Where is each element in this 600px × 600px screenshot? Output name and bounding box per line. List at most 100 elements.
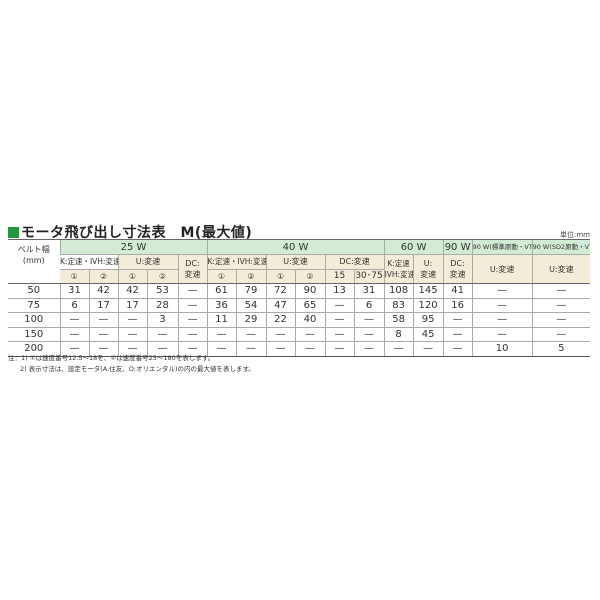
belt-width-cell: 100 (8, 312, 60, 328)
header-40w-dc: DC:変速 (324, 254, 385, 270)
header-40w-u: U:変速 (265, 254, 325, 270)
table-row: 100— — —3—11 29 22 40— —58 95— — — (8, 312, 591, 328)
value-cell: — (88, 312, 118, 328)
dc-15: 15 (324, 269, 354, 284)
value-cell: 29 (235, 312, 266, 328)
value-cell: 65 (294, 298, 325, 313)
value-cell: 47 (265, 298, 295, 313)
value-cell: 6 (353, 298, 385, 313)
value-cell: — (146, 327, 178, 342)
value-cell: — (235, 341, 266, 357)
unit-label: 単位:mm (560, 231, 590, 239)
speed-2: ② (294, 269, 325, 284)
belt-width-cell: 200 (8, 341, 60, 357)
value-cell: — (294, 341, 325, 357)
value-cell: — (324, 298, 354, 313)
value-cell: 36 (206, 298, 236, 313)
header-60w: 60 W (383, 240, 444, 255)
table-row: 200— — — — — — — — — — — — — —10 5 (8, 341, 591, 357)
value-cell: — (442, 327, 473, 342)
value-cell: 11 (206, 312, 236, 328)
value-cell: 3 (146, 312, 178, 328)
value-cell: 16 (442, 298, 473, 313)
table-row: 150— — — — — — — — — — —8 45— — — (8, 327, 591, 342)
value-cell: — (117, 341, 147, 357)
value-cell: — (412, 341, 444, 357)
value-cell: — (265, 341, 295, 357)
value-cell: — (442, 341, 473, 357)
value-cell: — (531, 298, 591, 313)
value-cell: 41 (442, 283, 473, 299)
value-cell: 31 (353, 283, 385, 299)
value-cell: — (206, 327, 236, 342)
value-cell: — (59, 341, 89, 357)
value-cell: — (324, 327, 354, 342)
speed-2: ② (235, 269, 266, 284)
speed-1: ① (265, 269, 295, 284)
header-40w-k-ivh: K:定速・IVH:変速 (206, 254, 266, 270)
value-cell: 42 (88, 283, 118, 299)
value-cell: — (117, 327, 147, 342)
value-cell: 13 (324, 283, 354, 299)
value-cell: — (324, 341, 354, 357)
header-90w-sd2-u: U:変速 (531, 254, 591, 284)
value-cell: 45 (412, 327, 444, 342)
value-cell: 17 (88, 298, 118, 313)
value-cell: — (177, 298, 207, 313)
value-cell: — (117, 312, 147, 328)
page-title: モータ飛び出し寸法表 M(最大値) (8, 222, 252, 242)
value-cell: — (177, 312, 207, 328)
value-cell: — (383, 341, 414, 357)
value-cell: 61 (206, 283, 236, 299)
speed-1: ① (60, 269, 89, 284)
value-cell: — (59, 327, 89, 342)
belt-width-cell: 50 (8, 283, 60, 299)
belt-width-cell: 75 (8, 298, 60, 313)
header-90w-std-u: U:変速 (471, 254, 533, 284)
value-cell: — (177, 341, 207, 357)
title-text: モータ飛び出し寸法表 M(最大値) (21, 225, 253, 241)
value-cell: — (442, 312, 473, 328)
value-cell: — (206, 341, 236, 357)
header-25w-k-ivh: K:定速・IVH:変速 (60, 254, 118, 270)
value-cell: — (88, 341, 118, 357)
value-cell: — (235, 327, 266, 342)
speed-1: ① (206, 269, 236, 284)
divider (8, 239, 590, 241)
value-cell: 10 (471, 341, 533, 357)
value-cell: 58 (383, 312, 414, 328)
green-square-icon (8, 226, 19, 238)
speed-2: ② (146, 269, 178, 284)
value-cell: — (471, 312, 533, 328)
value-cell: — (177, 283, 207, 299)
value-cell: — (294, 327, 325, 342)
value-cell: 22 (265, 312, 295, 328)
value-cell: 90 (294, 283, 325, 299)
header-40w: 40 W (206, 240, 385, 255)
belt-width-header: ベルト幅 (mm) (8, 240, 60, 284)
value-cell: — (531, 283, 591, 299)
value-cell: — (531, 312, 591, 328)
value-cell: 8 (383, 327, 414, 342)
header-60w-k-ivh: K:定速 IVH:変速 (383, 254, 414, 284)
table-row: 50 31 42 42 53—61 79 72 90 13 31 108 145 41— — (8, 283, 591, 299)
value-cell: — (353, 341, 385, 357)
value-cell: 6 (59, 298, 89, 313)
header-90w-dc: DC: 変速 (442, 254, 473, 284)
value-cell: 145 (412, 283, 444, 299)
notes: 注：1) ①は速度番号12.5～18を、②は速度番号25～180を表します。 2… (8, 353, 255, 375)
value-cell: — (471, 298, 533, 313)
value-cell: — (324, 312, 354, 328)
value-cell: — (177, 327, 207, 342)
value-cell: 72 (265, 283, 295, 299)
value-cell: 108 (383, 283, 414, 299)
dc-30-75: 30･75 (353, 269, 385, 284)
value-cell: — (353, 327, 385, 342)
value-cell: 83 (383, 298, 414, 313)
note-1: 注：1) ①は速度番号12.5～18を、②は速度番号25～180を表します。 (8, 354, 215, 362)
value-cell: 120 (412, 298, 444, 313)
note-2: 2) 表示寸法は、設定モータ(A:住友、O:オリエンタル)の内の最大値を表します… (20, 365, 255, 373)
value-cell: 53 (146, 283, 178, 299)
value-cell: 5 (531, 341, 591, 357)
value-cell: 42 (117, 283, 147, 299)
